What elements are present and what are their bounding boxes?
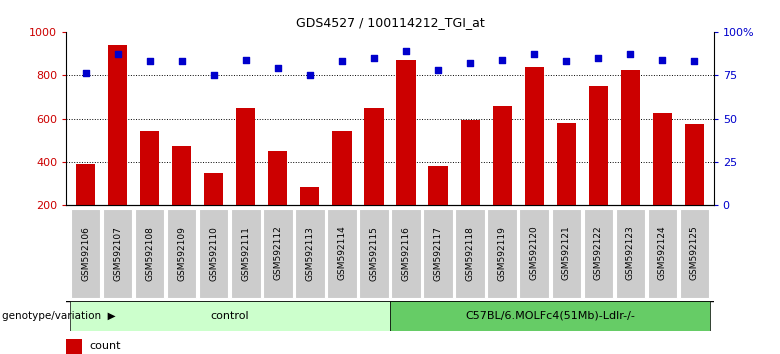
Point bbox=[656, 57, 668, 62]
Text: GSM592117: GSM592117 bbox=[434, 225, 442, 281]
FancyBboxPatch shape bbox=[390, 301, 711, 331]
Point bbox=[271, 65, 284, 71]
FancyBboxPatch shape bbox=[263, 209, 292, 298]
Bar bbox=[268, 151, 288, 249]
FancyBboxPatch shape bbox=[615, 209, 645, 298]
Bar bbox=[66, 339, 83, 354]
FancyBboxPatch shape bbox=[583, 209, 613, 298]
Point bbox=[496, 57, 509, 62]
Text: GSM592114: GSM592114 bbox=[338, 226, 346, 280]
FancyBboxPatch shape bbox=[167, 209, 197, 298]
Bar bbox=[140, 131, 159, 249]
Text: count: count bbox=[89, 341, 120, 352]
FancyBboxPatch shape bbox=[647, 209, 677, 298]
Point bbox=[400, 48, 413, 54]
Bar bbox=[460, 120, 480, 249]
Bar bbox=[364, 108, 384, 249]
Text: GSM592112: GSM592112 bbox=[273, 226, 282, 280]
FancyBboxPatch shape bbox=[71, 209, 101, 298]
Text: genotype/variation  ▶: genotype/variation ▶ bbox=[2, 311, 115, 321]
Text: GSM592107: GSM592107 bbox=[113, 225, 122, 281]
Text: GSM592121: GSM592121 bbox=[562, 226, 571, 280]
FancyBboxPatch shape bbox=[231, 209, 261, 298]
Text: GSM592125: GSM592125 bbox=[690, 226, 699, 280]
Point bbox=[176, 58, 188, 64]
Bar bbox=[300, 187, 320, 249]
Text: GSM592116: GSM592116 bbox=[402, 225, 410, 281]
FancyBboxPatch shape bbox=[103, 209, 133, 298]
Point bbox=[592, 55, 604, 61]
Point bbox=[367, 55, 380, 61]
Point bbox=[560, 58, 573, 64]
Text: GSM592119: GSM592119 bbox=[498, 225, 507, 281]
Text: GSM592118: GSM592118 bbox=[466, 225, 474, 281]
FancyBboxPatch shape bbox=[679, 209, 709, 298]
FancyBboxPatch shape bbox=[551, 209, 581, 298]
Point bbox=[688, 58, 700, 64]
Point bbox=[207, 73, 220, 78]
Bar bbox=[653, 113, 672, 249]
Point bbox=[112, 52, 124, 57]
Text: GSM592106: GSM592106 bbox=[81, 225, 90, 281]
Text: GSM592120: GSM592120 bbox=[530, 226, 539, 280]
Point bbox=[432, 67, 445, 73]
Bar bbox=[525, 67, 544, 249]
Bar bbox=[172, 146, 191, 249]
FancyBboxPatch shape bbox=[295, 209, 324, 298]
FancyBboxPatch shape bbox=[135, 209, 165, 298]
Text: C57BL/6.MOLFc4(51Mb)-Ldlr-/-: C57BL/6.MOLFc4(51Mb)-Ldlr-/- bbox=[466, 311, 635, 321]
FancyBboxPatch shape bbox=[69, 301, 390, 331]
Bar bbox=[396, 60, 416, 249]
Point bbox=[335, 58, 348, 64]
Bar bbox=[685, 124, 704, 249]
Bar bbox=[332, 131, 352, 249]
Text: GSM592123: GSM592123 bbox=[626, 226, 635, 280]
Point bbox=[464, 60, 477, 66]
FancyBboxPatch shape bbox=[199, 209, 229, 298]
Text: control: control bbox=[211, 311, 249, 321]
Point bbox=[303, 73, 316, 78]
Text: GSM592108: GSM592108 bbox=[145, 225, 154, 281]
Point bbox=[239, 57, 252, 62]
Point bbox=[144, 58, 156, 64]
FancyBboxPatch shape bbox=[519, 209, 549, 298]
Point bbox=[528, 52, 541, 57]
Bar bbox=[76, 164, 95, 249]
Bar bbox=[236, 108, 255, 249]
FancyBboxPatch shape bbox=[424, 209, 453, 298]
Text: GSM592124: GSM592124 bbox=[658, 226, 667, 280]
Title: GDS4527 / 100114212_TGI_at: GDS4527 / 100114212_TGI_at bbox=[296, 16, 484, 29]
FancyBboxPatch shape bbox=[456, 209, 485, 298]
Point bbox=[80, 71, 92, 76]
Text: GSM592111: GSM592111 bbox=[241, 225, 250, 281]
Bar bbox=[621, 70, 640, 249]
FancyBboxPatch shape bbox=[360, 209, 388, 298]
Text: GSM592110: GSM592110 bbox=[209, 225, 218, 281]
Text: GSM592122: GSM592122 bbox=[594, 226, 603, 280]
Bar bbox=[204, 173, 223, 249]
Bar bbox=[108, 45, 127, 249]
Bar bbox=[557, 123, 576, 249]
Bar bbox=[428, 166, 448, 249]
Text: GSM592109: GSM592109 bbox=[177, 225, 186, 281]
FancyBboxPatch shape bbox=[392, 209, 420, 298]
Text: GSM592113: GSM592113 bbox=[306, 225, 314, 281]
Text: GSM592115: GSM592115 bbox=[370, 225, 378, 281]
FancyBboxPatch shape bbox=[488, 209, 517, 298]
Bar bbox=[492, 105, 512, 249]
Point bbox=[624, 52, 636, 57]
FancyBboxPatch shape bbox=[327, 209, 356, 298]
Bar bbox=[589, 86, 608, 249]
